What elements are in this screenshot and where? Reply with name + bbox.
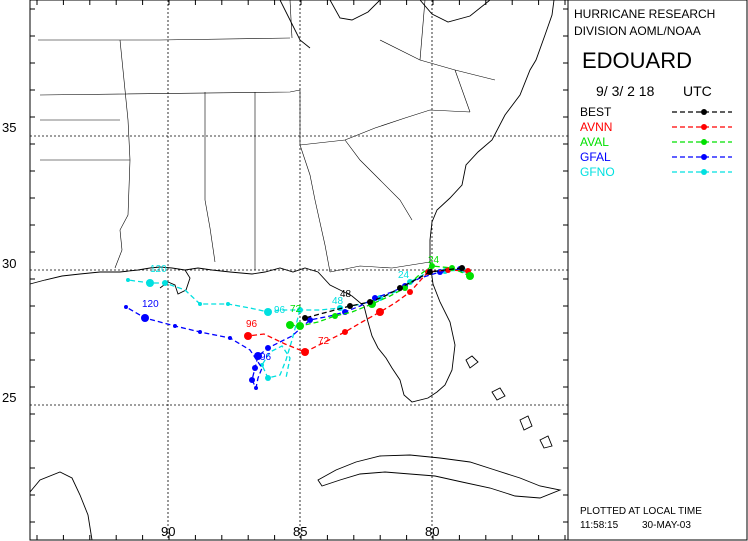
legend-marker: [701, 124, 707, 130]
lon-label: 80: [425, 524, 439, 539]
plot-time: 11:58:15: [580, 520, 619, 531]
legend-marker: [701, 139, 707, 145]
legend-marker: [701, 109, 707, 115]
track-label: 48: [332, 296, 344, 307]
legend-label: AVNN: [580, 120, 612, 134]
datetime: 9/ 3/ 2 18: [596, 83, 655, 99]
timezone: UTC: [683, 83, 712, 99]
track-aval: [286, 263, 474, 330]
legend-label: AVAL: [580, 135, 609, 149]
track-label: 96: [260, 352, 272, 363]
storm-name: EDOUARD: [582, 48, 692, 73]
lat-label: 25: [2, 390, 16, 405]
forecast-tracks: [124, 263, 474, 390]
state-borders: [38, 0, 496, 273]
track-label: 120: [142, 299, 159, 310]
org-line1: HURRICANE RESEARCH: [574, 7, 715, 21]
track-label: 96: [246, 319, 258, 330]
track-label: 96: [274, 305, 286, 316]
lat-label: 35: [2, 120, 16, 135]
axis-ticks: [30, 0, 568, 540]
lat-label: 30: [2, 256, 16, 271]
org-line2: DIVISION AOML/NOAA: [574, 24, 701, 38]
legend-label: GFAL: [580, 150, 611, 164]
track-best: [302, 265, 465, 321]
legend-marker: [701, 169, 707, 175]
track-labels: 24 24 48 48 72 72 96 96 96 120 120: [142, 255, 440, 363]
lon-label: 90: [161, 524, 175, 539]
axis-labels: 90 85 80 35 30 25: [2, 120, 439, 539]
legend-marker: [701, 154, 707, 160]
track-label: 120: [150, 264, 167, 275]
legend-label: BEST: [580, 105, 612, 119]
track-label: 72: [318, 336, 330, 347]
track-label: 72: [290, 304, 302, 315]
lon-label: 85: [293, 524, 307, 539]
track-label: 24: [428, 255, 440, 266]
info-panel: [567, 0, 748, 541]
track-label: 48: [340, 289, 352, 300]
plot-date: 30-MAY-03: [642, 520, 691, 531]
legend-label: GFNO: [580, 165, 615, 179]
plotted-label: PLOTTED AT LOCAL TIME: [580, 506, 702, 517]
coastlines: [29, 0, 562, 541]
track-label: 24: [398, 270, 410, 281]
